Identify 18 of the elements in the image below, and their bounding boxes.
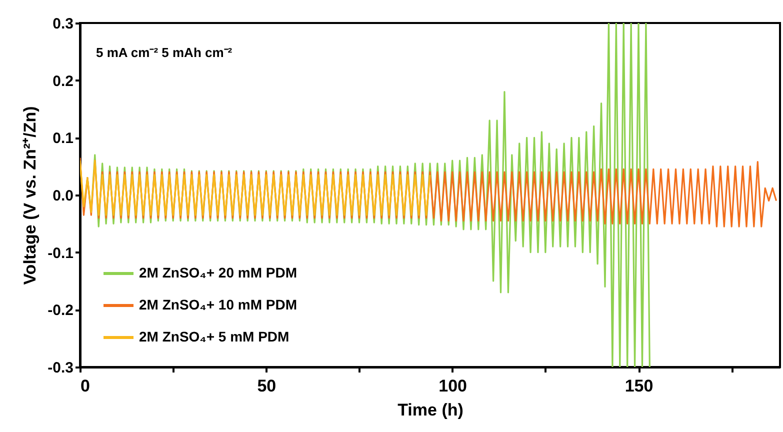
x-tick-label: 150 [624,376,654,396]
y-tick-label: -0.3 [48,360,74,376]
x-tick-label: 50 [257,376,276,396]
y-tick-label: 0.2 [52,72,74,90]
legend-label: 2M ZnSO₄+ 20 mM PDM [139,264,297,280]
y-tick-label: 0.0 [52,188,74,204]
y-tick-label: 0.3 [52,16,74,32]
legend-label: 2M ZnSO₄+ 5 mM PDM [139,328,290,344]
annotation: 5 mA cm⁻² 5 mAh cm⁻² [96,45,233,60]
x-axis-title: Time (h) [398,400,464,420]
x-tick-label: 0 [80,376,90,396]
y-tick-label: 0.1 [52,130,74,148]
x-tick-label: 100 [438,376,468,396]
line-series [80,160,431,216]
y-axis-title: Voltage (V vs. Zn²⁺/Zn) [20,106,40,285]
legend-label: 2M ZnSO₄+ 10 mM PDM [139,296,297,312]
y-tick-label: -0.1 [48,244,74,262]
y-tick-label: -0.2 [48,302,74,320]
